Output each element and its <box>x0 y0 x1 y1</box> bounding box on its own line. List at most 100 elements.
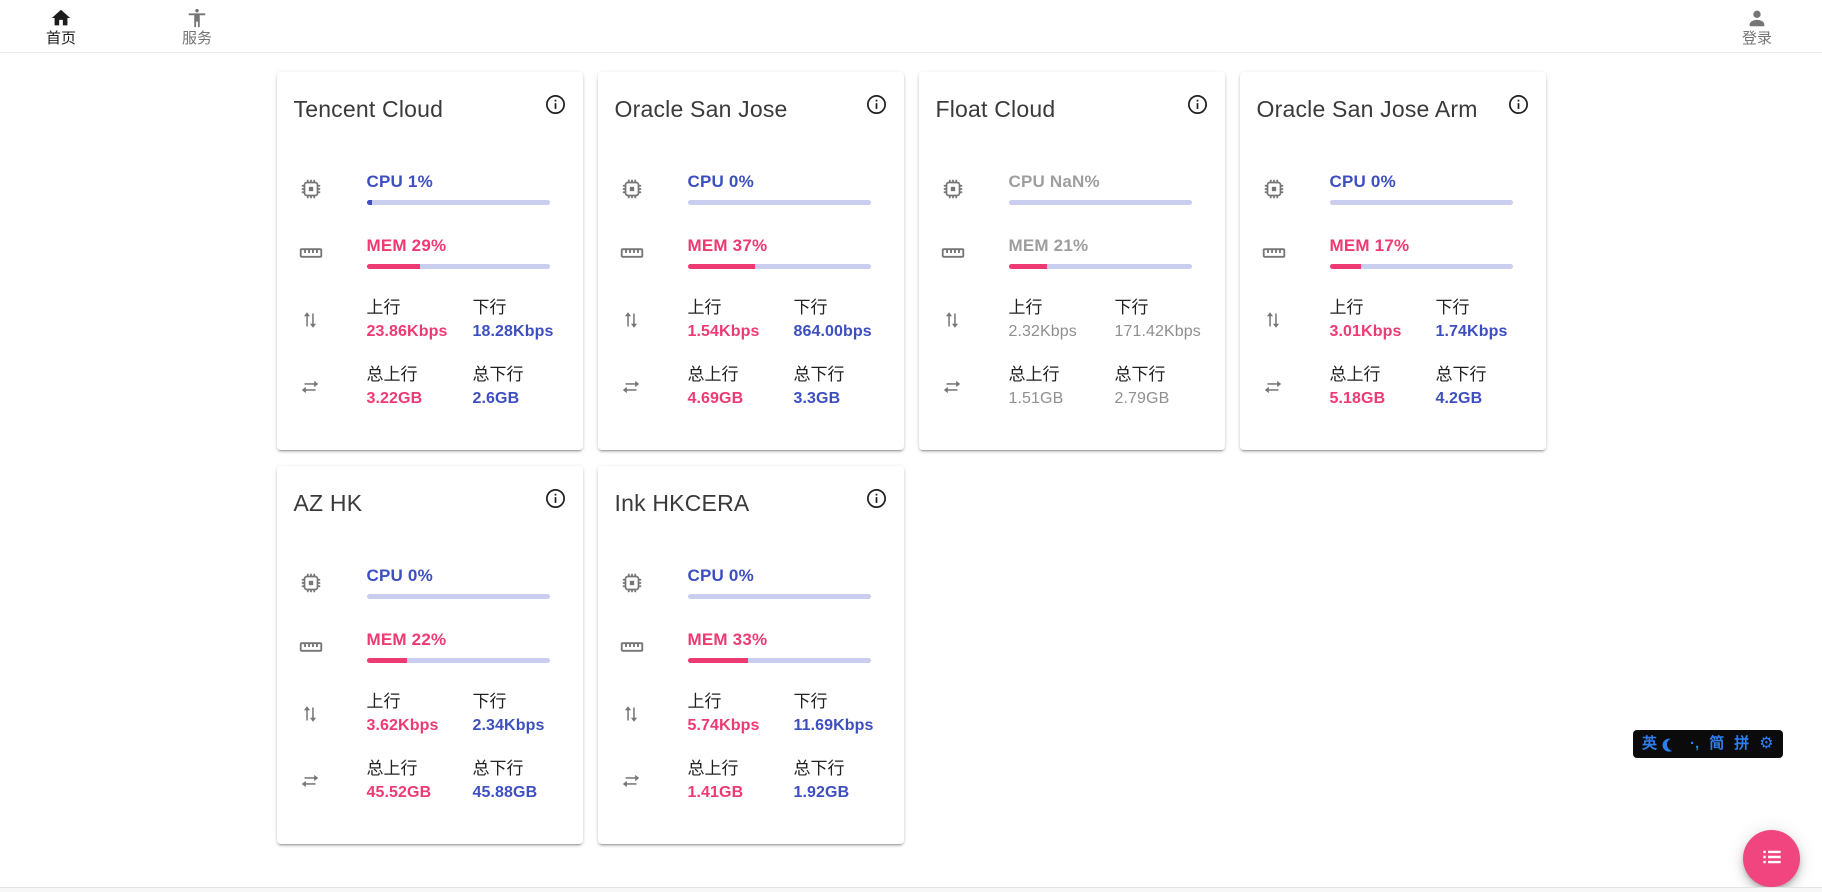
download-label: 下行 <box>793 298 828 317</box>
download-speed: 171.42Kbps <box>1114 323 1201 340</box>
total-traffic-row: 总上行 1.51GB 总下行 2.79GB <box>919 365 1225 408</box>
download-speed: 864.00bps <box>793 323 872 340</box>
upload-speed: 3.62Kbps <box>366 717 439 734</box>
total-download-label: 总下行 <box>1114 365 1166 384</box>
punctuation-icon[interactable]: ·, <box>1690 735 1700 752</box>
server-name: Oracle San Jose <box>614 96 788 122</box>
up-down-arrows-icon <box>619 702 688 726</box>
mem-row: MEM 29% <box>277 236 583 269</box>
ruler-icon <box>298 240 367 266</box>
cpu-usage-label: CPU 0% <box>687 172 754 191</box>
ruler-icon <box>1261 240 1330 266</box>
cpu-chip-icon <box>298 176 367 202</box>
server-card: Oracle San Jose CPU 0% MEM 37% <box>597 72 904 450</box>
mem-usage-label: MEM 17% <box>1329 236 1410 255</box>
cpu-usage-label: CPU 0% <box>366 566 433 585</box>
total-download-label: 总下行 <box>472 759 524 778</box>
info-icon[interactable] <box>865 487 888 515</box>
download-speed: 18.28Kbps <box>472 323 554 340</box>
upload-speed: 5.74Kbps <box>687 717 760 734</box>
server-card: Tencent Cloud CPU 1% MEM 29% <box>276 72 583 450</box>
gear-icon[interactable]: ⚙ <box>1759 735 1774 752</box>
ruler-icon <box>619 240 688 266</box>
up-down-arrows-icon <box>940 308 1009 332</box>
total-upload-value: 1.51GB <box>1008 390 1064 407</box>
mem-progressbar <box>1329 264 1513 269</box>
mem-progressbar <box>687 658 871 663</box>
total-upload-label: 总上行 <box>366 365 418 384</box>
download-label: 下行 <box>472 298 507 317</box>
swap-horizontal-icon <box>619 769 688 793</box>
total-traffic-row: 总上行 3.22GB 总下行 2.6GB <box>277 365 583 408</box>
server-name: Ink HKCERA <box>614 490 750 516</box>
cpu-usage-label: CPU 0% <box>1329 172 1396 191</box>
info-icon[interactable] <box>544 487 567 515</box>
download-speed: 1.74Kbps <box>1435 323 1508 340</box>
upload-label: 上行 <box>1008 298 1043 317</box>
network-speed-row: 上行 23.86Kbps 下行 18.28Kbps <box>277 298 583 341</box>
upload-label: 上行 <box>1329 298 1364 317</box>
ruler-icon <box>940 240 1009 266</box>
ruler-icon <box>619 634 688 660</box>
download-speed: 2.34Kbps <box>472 717 545 734</box>
cpu-chip-icon <box>619 570 688 596</box>
total-download-value: 2.79GB <box>1114 390 1170 407</box>
cpu-progressbar <box>1008 200 1192 205</box>
network-speed-row: 上行 3.62Kbps 下行 2.34Kbps <box>277 692 583 735</box>
info-icon[interactable] <box>544 93 567 121</box>
list-icon <box>1759 844 1785 873</box>
cpu-usage-label: CPU 1% <box>366 172 433 191</box>
accessibility-icon <box>186 6 208 29</box>
swap-horizontal-icon <box>940 375 1009 399</box>
ime-toolbar: 英 ·, 简 拼 ⚙ <box>1633 730 1783 758</box>
total-upload-value: 45.52GB <box>366 784 432 801</box>
total-download-label: 总下行 <box>793 365 845 384</box>
server-name: Oracle San Jose Arm <box>1256 96 1478 122</box>
total-upload-label: 总上行 <box>687 365 739 384</box>
total-download-label: 总下行 <box>793 759 845 778</box>
nav-item-home[interactable]: 首页 <box>30 0 92 52</box>
upload-speed: 2.32Kbps <box>1008 323 1077 340</box>
network-speed-row: 上行 3.01Kbps 下行 1.74Kbps <box>1240 298 1546 341</box>
server-name: Tencent Cloud <box>293 96 444 122</box>
server-card: Ink HKCERA CPU 0% MEM 33% <box>597 466 904 844</box>
total-upload-value: 3.22GB <box>366 390 423 407</box>
server-card: Oracle San Jose Arm CPU 0% MEM 17% <box>1239 72 1546 450</box>
upload-speed: 23.86Kbps <box>366 323 448 340</box>
mem-usage-label: MEM 22% <box>366 630 447 649</box>
nav-login-label: 登录 <box>1741 29 1772 47</box>
ime-pinyin-key[interactable]: 拼 <box>1734 735 1750 752</box>
upload-speed: 3.01Kbps <box>1329 323 1402 340</box>
total-upload-value: 5.18GB <box>1329 390 1386 407</box>
mem-row: MEM 21% <box>919 236 1225 269</box>
server-list-fab[interactable] <box>1743 830 1800 887</box>
ime-simplified-key[interactable]: 简 <box>1709 735 1725 752</box>
upload-label: 上行 <box>687 692 722 711</box>
total-upload-value: 4.69GB <box>687 390 744 407</box>
cpu-chip-icon <box>940 176 1009 202</box>
nav-item-services[interactable]: 服务 <box>166 0 228 52</box>
info-icon[interactable] <box>1507 93 1530 121</box>
up-down-arrows-icon <box>298 702 367 726</box>
total-upload-label: 总上行 <box>1008 365 1060 384</box>
total-upload-label: 总上行 <box>687 759 739 778</box>
cpu-progressbar <box>366 594 550 599</box>
info-icon[interactable] <box>1186 93 1209 121</box>
info-icon[interactable] <box>865 93 888 121</box>
download-speed: 11.69Kbps <box>793 717 874 734</box>
cpu-progressbar <box>366 200 550 205</box>
swap-horizontal-icon <box>298 769 367 793</box>
total-upload-label: 总上行 <box>1329 365 1381 384</box>
total-traffic-row: 总上行 5.18GB 总下行 4.2GB <box>1240 365 1546 408</box>
network-speed-row: 上行 2.32Kbps 下行 171.42Kbps <box>919 298 1225 341</box>
cpu-chip-icon <box>298 570 367 596</box>
ime-english-key[interactable]: 英 <box>1642 735 1658 752</box>
total-upload-value: 1.41GB <box>687 784 744 801</box>
total-download-label: 总下行 <box>472 365 524 384</box>
mem-row: MEM 33% <box>598 630 904 663</box>
ruler-icon <box>298 634 367 660</box>
mem-row: MEM 22% <box>277 630 583 663</box>
moon-icon[interactable] <box>1665 736 1681 752</box>
nav-item-login[interactable]: 登录 <box>1726 0 1788 52</box>
total-download-value: 3.3GB <box>793 390 841 407</box>
